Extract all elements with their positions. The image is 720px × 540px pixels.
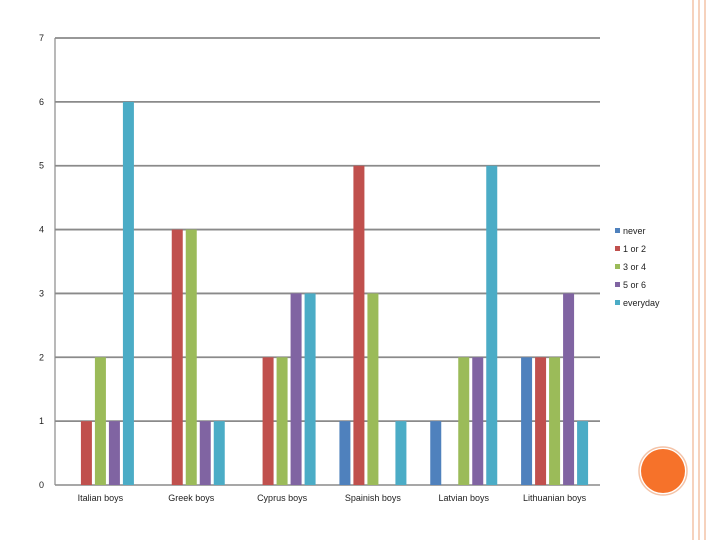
- bar-5-or-6-0: [108, 421, 120, 485]
- legend-swatch: [615, 282, 620, 287]
- legend-label: 3 or 4: [623, 262, 646, 272]
- bar-5-or-6-1: [199, 421, 211, 485]
- legend-swatch: [615, 300, 620, 305]
- x-axis-ticks: Italian boys Greek boys Cyprus boys Spainis…: [78, 493, 587, 503]
- bar-never-4: [430, 421, 442, 485]
- x-tick-label: Cyprus boys: [257, 493, 308, 503]
- bar-1-or-2-0: [80, 421, 92, 485]
- accent-circle: [641, 449, 685, 493]
- bar-1-or-2-3: [353, 165, 365, 485]
- bar-3-or-4-2: [276, 357, 288, 485]
- legend-swatch: [615, 246, 620, 251]
- bar-never-3: [339, 421, 351, 485]
- bar-everyday-4: [486, 165, 498, 485]
- bars: [80, 101, 589, 485]
- bar-1-or-2-5: [535, 357, 547, 485]
- legend-label: 5 or 6: [623, 280, 646, 290]
- y-tick-label: 0: [39, 480, 44, 490]
- legend-label: 1 or 2: [623, 244, 646, 254]
- bar-3-or-4-4: [458, 357, 470, 485]
- y-tick-label: 7: [39, 33, 44, 43]
- y-tick-label: 1: [39, 416, 44, 426]
- bar-3-or-4-5: [549, 357, 561, 485]
- accent-circle-ring: [638, 446, 688, 496]
- x-tick-label: Italian boys: [78, 493, 124, 503]
- x-tick-label: Lithuanian boys: [523, 493, 587, 503]
- legend-swatch: [615, 264, 620, 269]
- bar-everyday-2: [304, 293, 316, 485]
- y-tick-label: 2: [39, 352, 44, 362]
- bar-everyday-0: [122, 101, 134, 485]
- gridlines: [54, 37, 600, 486]
- bar-5-or-6-5: [563, 293, 575, 485]
- y-tick-label: 5: [39, 161, 44, 171]
- bar-1-or-2-1: [171, 229, 183, 485]
- bar-5-or-6-4: [472, 357, 484, 485]
- y-tick-label: 6: [39, 97, 44, 107]
- legend: never 1 or 2 3 or 4 5 or 6 everyday: [615, 226, 660, 308]
- legend-label: never: [623, 226, 646, 236]
- legend-swatch: [615, 228, 620, 233]
- bar-3-or-4-0: [94, 357, 106, 485]
- bar-never-5: [521, 357, 533, 485]
- x-tick-label: Latvian boys: [438, 493, 489, 503]
- bar-5-or-6-2: [290, 293, 302, 485]
- bar-3-or-4-3: [367, 293, 379, 485]
- bar-everyday-1: [213, 421, 225, 485]
- x-tick-label: Spainish boys: [345, 493, 402, 503]
- y-tick-label: 3: [39, 288, 44, 298]
- y-tick-label: 4: [39, 225, 44, 235]
- y-axis-ticks: 0 1 2 3 4 5 6 7: [39, 33, 44, 490]
- legend-label: everyday: [623, 298, 660, 308]
- x-tick-label: Greek boys: [168, 493, 215, 503]
- bar-everyday-3: [395, 421, 407, 485]
- bar-1-or-2-2: [262, 357, 274, 485]
- bar-everyday-5: [577, 421, 589, 485]
- bar-3-or-4-1: [185, 229, 197, 485]
